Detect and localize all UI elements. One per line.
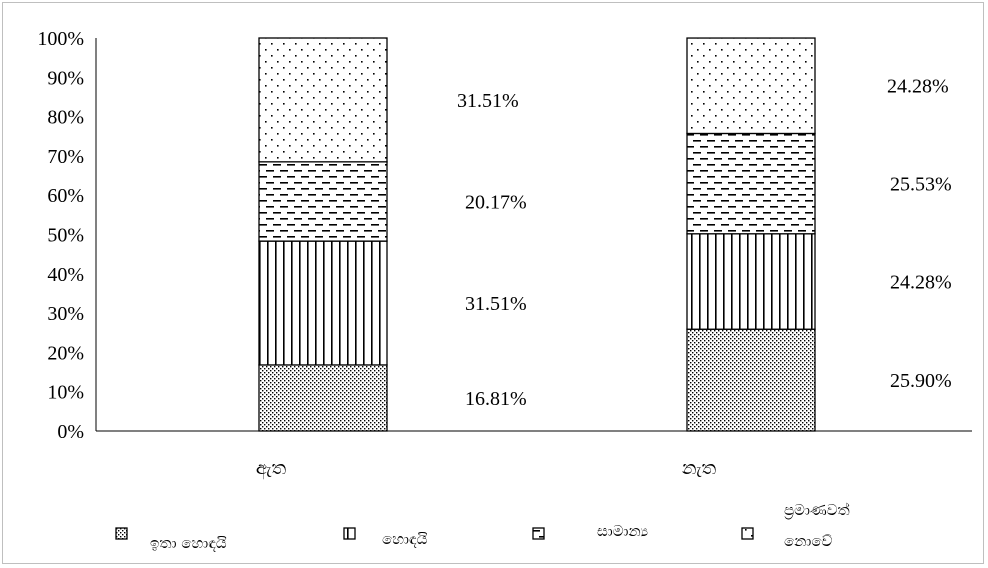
legend-swatch bbox=[532, 527, 545, 540]
bar-segment bbox=[686, 328, 816, 432]
legend-label: ඉතා හොඳයි bbox=[150, 534, 227, 552]
data-label: 20.17% bbox=[465, 191, 527, 213]
y-tick-label: 0% bbox=[57, 421, 84, 443]
category-labels: ඇත නැත bbox=[256, 458, 717, 480]
legend-label: හොඳයි bbox=[382, 530, 428, 548]
legend-swatch bbox=[343, 527, 356, 540]
bar-segment bbox=[258, 161, 388, 242]
data-label: 25.53% bbox=[890, 174, 952, 196]
data-label: 31.51% bbox=[457, 90, 519, 112]
data-label: 16.81% bbox=[465, 388, 527, 410]
bar-segment bbox=[258, 37, 388, 163]
bar-segment bbox=[686, 132, 816, 235]
data-label: 25.90% bbox=[890, 370, 952, 392]
y-tick-label: 30% bbox=[47, 303, 84, 325]
bar-segment bbox=[686, 233, 816, 330]
legend-label: ප්‍රමාණවත් නොවේ bbox=[784, 501, 850, 550]
category-label: නැත bbox=[682, 458, 717, 479]
y-tick-label: 10% bbox=[47, 382, 84, 404]
data-label: 24.28% bbox=[887, 76, 949, 98]
legend: ඉතා හොඳයි හොඳයි සාමාන්‍ය ප්‍රමාණවත් නොවේ bbox=[115, 501, 850, 552]
y-tick-label: 70% bbox=[47, 146, 84, 168]
y-tick-label: 80% bbox=[47, 107, 84, 129]
y-tick-label: 60% bbox=[47, 185, 84, 207]
legend-swatch bbox=[741, 527, 754, 540]
data-label: 31.51% bbox=[465, 293, 527, 315]
legend-label: සාමාන්‍ය bbox=[597, 522, 648, 540]
bars bbox=[258, 37, 816, 432]
data-label: 24.28% bbox=[890, 272, 952, 294]
y-tick-label: 20% bbox=[47, 342, 84, 364]
category-label: ඇත bbox=[256, 458, 287, 480]
y-tick-label: 50% bbox=[47, 225, 84, 247]
y-axis-tick-labels: 0% 10% 20% 30% 40% 50% 60% 70% 80% 90% 100% bbox=[37, 28, 84, 443]
bar-segment bbox=[258, 240, 388, 366]
bar-segment bbox=[258, 364, 388, 432]
y-tick-label: 40% bbox=[47, 264, 84, 286]
bar-segment bbox=[686, 37, 816, 135]
y-tick-label: 100% bbox=[37, 28, 84, 50]
y-tick-label: 90% bbox=[47, 67, 84, 89]
data-labels: 16.81% 31.51% 20.17% 31.51% 25.90% 24.28% 25.5… bbox=[457, 76, 952, 410]
legend-swatch bbox=[115, 527, 128, 540]
